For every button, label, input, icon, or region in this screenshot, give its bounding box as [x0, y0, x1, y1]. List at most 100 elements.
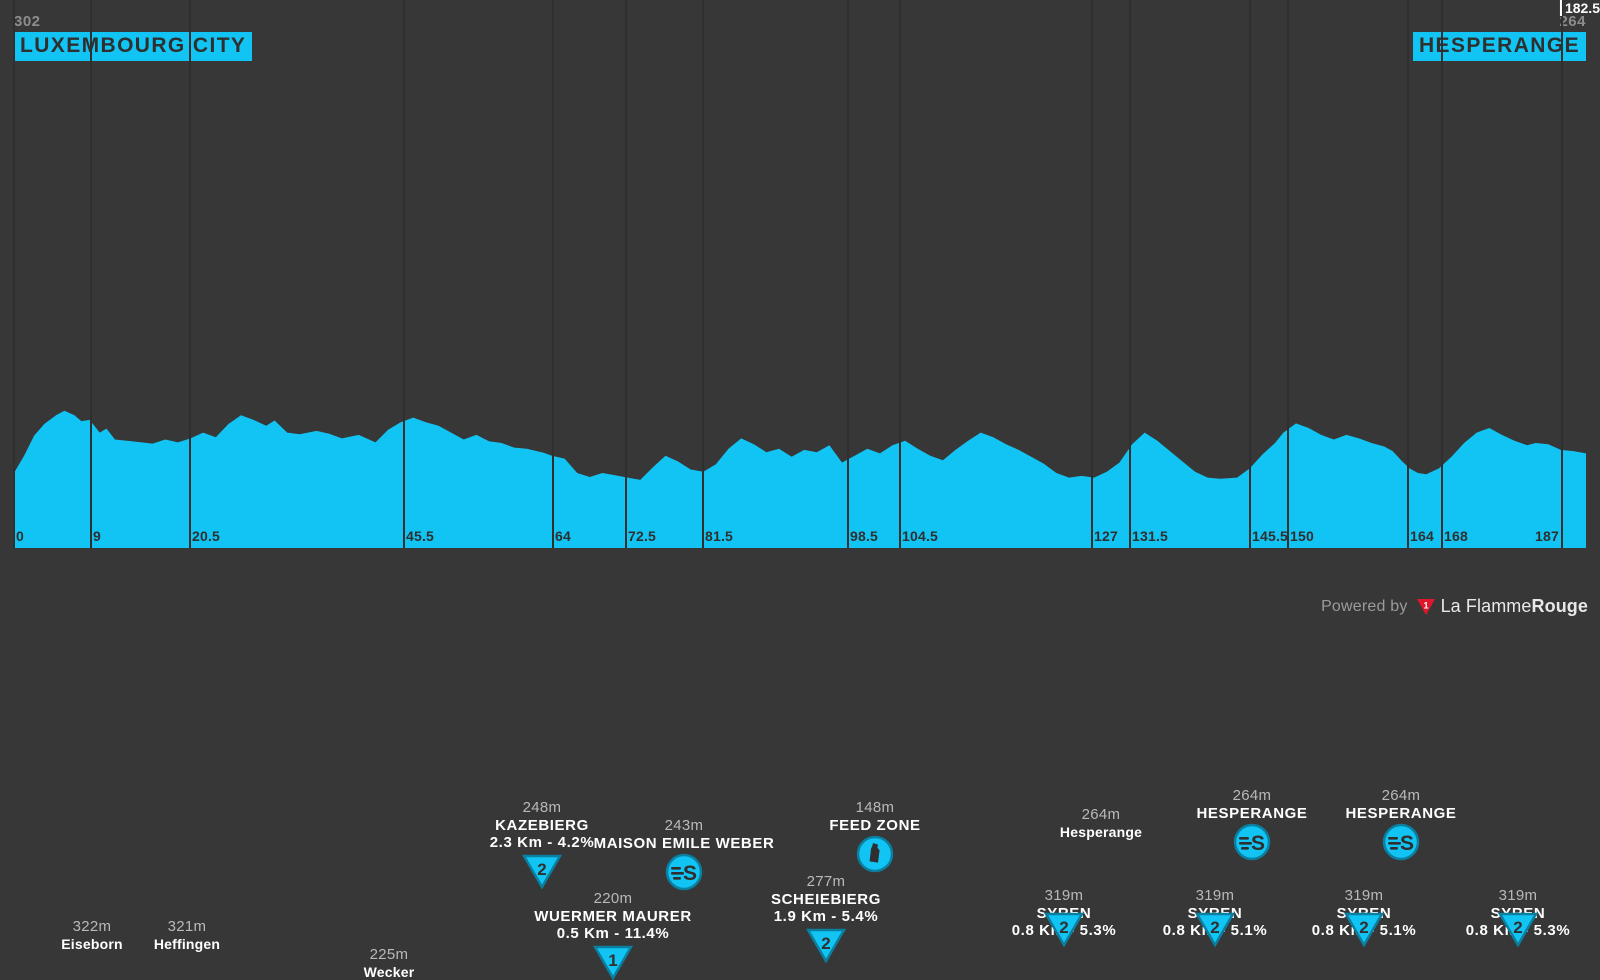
svg-text:S: S	[1400, 832, 1414, 855]
stage-profile-canvas: 302 LUXEMBOURG CITY 264 HESPERANGE 322m E…	[13, 0, 1600, 980]
poi-altitude: 248m	[522, 799, 562, 816]
km-label: 127	[1094, 528, 1118, 544]
poi-label: 243m MAISON EMILE WEBER	[594, 817, 775, 852]
poi-label: 148m FEED ZONE	[829, 799, 920, 834]
powered-by-label: Powered by	[1321, 597, 1408, 615]
poi-label: 264m HESPERANGE	[1345, 787, 1456, 822]
total-distance-label: 182.5	[1559, 0, 1600, 16]
poi-altitude: 264m	[1081, 806, 1121, 823]
km-label: 45.5	[406, 528, 435, 544]
svg-text:2: 2	[1513, 918, 1522, 937]
svg-text:2: 2	[821, 934, 830, 953]
poi-altitude: 319m	[1195, 887, 1235, 904]
km-label: 145.5	[1252, 528, 1289, 544]
climb-category-1-icon: 1	[593, 944, 633, 980]
km-label: 20.5	[192, 528, 221, 544]
intermediate-sprint-icon: S	[1382, 823, 1420, 861]
brand-name-second: Rouge	[1531, 596, 1588, 616]
footer-branding: Powered by 1 La FlammeRouge	[1321, 596, 1588, 617]
climb-category-2-icon: 2	[522, 853, 562, 889]
poi-altitude: 319m	[1344, 887, 1384, 904]
km-tick	[899, 0, 901, 548]
km-label: 64	[555, 528, 571, 544]
svg-text:1: 1	[608, 951, 617, 970]
poi-name: SCHEIEBIERG	[771, 890, 881, 908]
poi-altitude: 225m	[369, 946, 409, 963]
svg-text:S: S	[683, 862, 697, 885]
km-tick	[403, 0, 405, 548]
poi-name: MAISON EMILE WEBER	[593, 834, 775, 852]
poi-altitude: 322m	[72, 918, 112, 935]
climb-category-2-icon: 2	[1344, 911, 1384, 947]
poi-label: 220m WUERMER MAURER 0.5 Km - 11.4%	[534, 890, 692, 943]
poi-name: Eiseborn	[61, 935, 123, 952]
km-tick	[1407, 0, 1409, 548]
svg-text:S: S	[1251, 832, 1265, 855]
svg-text:2: 2	[1359, 918, 1368, 937]
feed-zone-bottle-icon	[856, 835, 894, 873]
km-tick	[1561, 0, 1563, 548]
km-tick	[1287, 0, 1289, 548]
intermediate-sprint-icon: S	[665, 853, 703, 891]
poi-name: HESPERANGE	[1196, 804, 1308, 822]
poi-label: 264m Hesperange	[1060, 806, 1142, 840]
km-label: 150	[1290, 528, 1314, 544]
svg-text:2: 2	[537, 860, 546, 879]
km-label: 187	[1535, 528, 1559, 544]
poi-altitude: 220m	[593, 890, 633, 907]
poi-altitude: 321m	[167, 918, 207, 935]
km-tick	[552, 0, 554, 548]
poi-label: 321m Heffingen	[154, 918, 220, 952]
poi-label: 264m HESPERANGE	[1196, 787, 1307, 822]
poi-climb-stats: 0.5 Km - 11.4%	[556, 925, 670, 943]
km-label: 104.5	[902, 528, 939, 544]
poi-name: FEED ZONE	[829, 816, 921, 834]
poi-altitude: 243m	[664, 817, 704, 834]
climb-category-2-icon: 2	[1044, 911, 1084, 947]
climb-category-2-icon: 2	[1498, 911, 1538, 947]
flamme-rouge-triangle-icon: 1	[1416, 598, 1435, 615]
start-town-name: LUXEMBOURG CITY	[14, 32, 253, 61]
km-tick	[625, 0, 627, 548]
km-label: 168	[1444, 528, 1468, 544]
poi-altitude: 319m	[1044, 887, 1084, 904]
svg-text:2: 2	[1059, 918, 1068, 937]
elevation-profile: 322m Eiseborn 321m Heffingen 225m Wecker 248m K…	[13, 0, 1600, 980]
poi-name: Heffingen	[153, 935, 221, 952]
poi-label: 277m SCHEIEBIERG 1.9 Km - 5.4%	[771, 873, 881, 926]
poi-name: KAZEBIERG	[495, 816, 589, 834]
km-tick	[702, 0, 704, 548]
poi-climb-stats: 2.3 Km - 4.2%	[489, 834, 595, 852]
km-label: 0	[16, 528, 24, 544]
la-flamme-rouge-brand[interactable]: 1 La FlammeRouge	[1416, 596, 1588, 617]
poi-altitude: 264m	[1381, 787, 1421, 804]
poi-climb-stats: 1.9 Km - 5.4%	[773, 908, 879, 926]
km-tick	[1091, 0, 1093, 548]
km-tick	[1441, 0, 1443, 548]
km-label: 72.5	[628, 528, 657, 544]
climb-category-2-icon: 2	[1195, 911, 1235, 947]
intermediate-sprint-icon: S	[1233, 823, 1271, 861]
start-banner: 302 LUXEMBOURG CITY	[14, 13, 253, 61]
brand-name-first: La Flamme	[1440, 596, 1532, 616]
km-tick	[1129, 0, 1131, 548]
finish-altitude: 264	[1559, 13, 1586, 30]
km-tick	[847, 0, 849, 548]
poi-name: WUERMER MAURER	[534, 907, 692, 925]
poi-name: HESPERANGE	[1345, 804, 1457, 822]
poi-label: 225m Wecker	[364, 946, 415, 980]
svg-text:1: 1	[1423, 600, 1428, 610]
km-label: 164	[1410, 528, 1434, 544]
svg-text:2: 2	[1210, 918, 1219, 937]
km-label: 9	[93, 528, 101, 544]
poi-altitude: 148m	[855, 799, 895, 816]
poi-name: Wecker	[363, 963, 415, 980]
brand-name: La FlammeRouge	[1441, 596, 1588, 617]
km-tick	[13, 0, 15, 548]
start-altitude: 302	[14, 13, 41, 30]
km-label: 81.5	[705, 528, 734, 544]
km-tick	[189, 0, 191, 548]
climb-category-2-icon: 2	[806, 927, 846, 963]
poi-label: 248m KAZEBIERG 2.3 Km - 4.2%	[490, 799, 595, 852]
poi-altitude: 264m	[1232, 787, 1272, 804]
